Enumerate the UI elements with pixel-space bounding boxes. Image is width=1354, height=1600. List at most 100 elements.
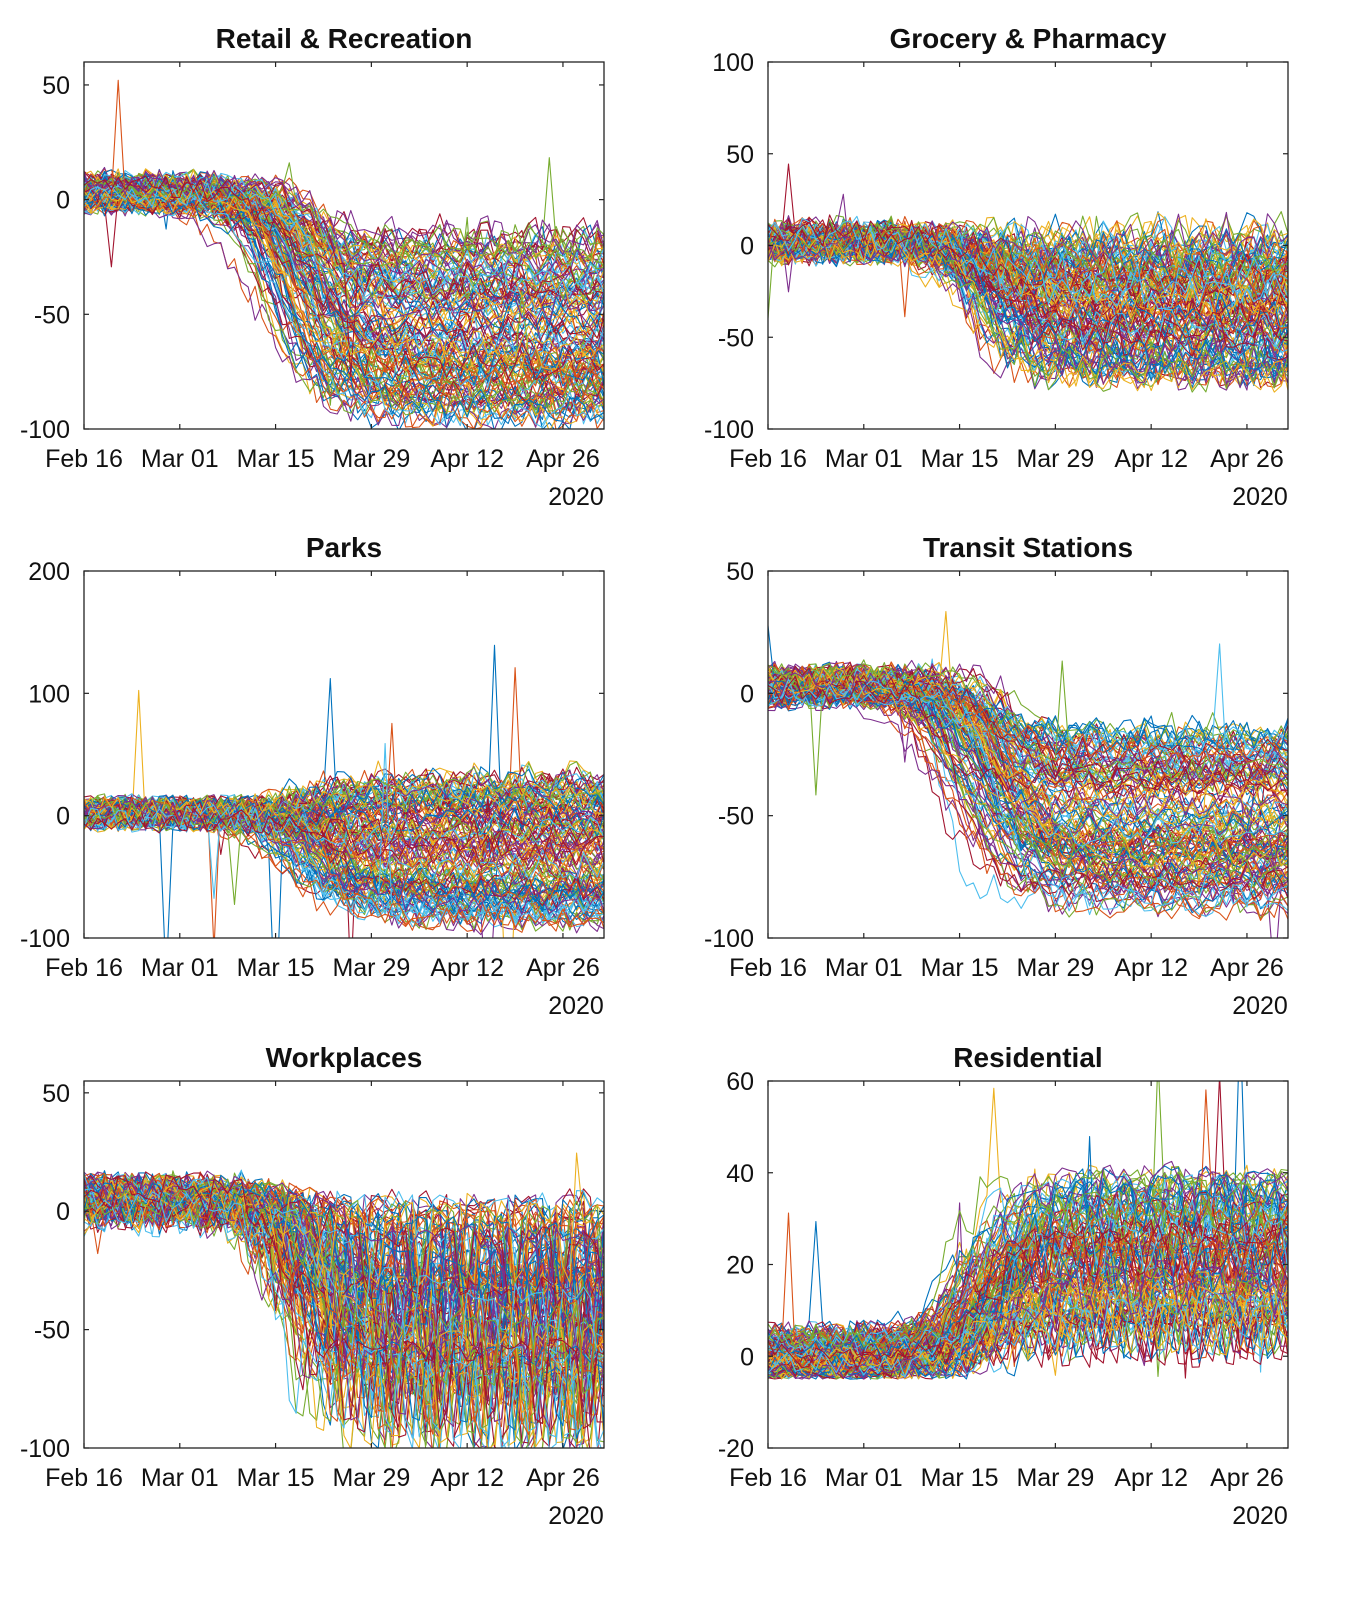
series-line — [768, 1198, 1288, 1349]
series-line — [84, 1184, 604, 1351]
y-tick-label: 0 — [740, 233, 754, 261]
y-tick-label: 200 — [28, 558, 70, 586]
x-tick-label: Apr 12 — [1114, 445, 1188, 473]
series-line — [768, 1292, 1288, 1380]
series-line — [84, 192, 604, 360]
y-tick-label: -100 — [20, 925, 70, 953]
x-year-label: 2020 — [1232, 483, 1288, 511]
series-line — [84, 192, 604, 310]
y-tick-label: 100 — [28, 680, 70, 708]
series-line — [768, 1258, 1288, 1380]
series-line — [768, 1282, 1288, 1368]
series-line — [84, 174, 604, 266]
y-tick-label: 20 — [726, 1252, 754, 1280]
series-line — [768, 229, 1288, 316]
series-line — [768, 1301, 1288, 1378]
series-group — [84, 1152, 604, 1448]
series-line — [768, 1231, 1288, 1360]
x-tick-label: Mar 15 — [237, 445, 315, 473]
y-tick-label: 0 — [740, 680, 754, 708]
series-line — [768, 672, 1288, 827]
axes-box — [83, 61, 605, 430]
x-year-label: 2020 — [548, 483, 604, 511]
series-group — [768, 610, 1288, 938]
y-tick-label: -100 — [20, 416, 70, 444]
series-line — [84, 761, 604, 905]
x-tick-label: Feb 16 — [45, 1464, 123, 1492]
series-line — [768, 683, 1288, 763]
x-tick-label: Mar 01 — [141, 1464, 219, 1492]
series-line — [84, 1190, 604, 1313]
x-tick-label: Apr 12 — [1114, 954, 1188, 982]
series-line — [768, 1291, 1288, 1358]
y-tick-label: -100 — [704, 416, 754, 444]
x-tick-label: Mar 01 — [141, 445, 219, 473]
y-tick-label: 0 — [56, 803, 70, 831]
x-year-label: 2020 — [1232, 992, 1288, 1020]
series-line — [768, 666, 1288, 867]
y-tick-label: 0 — [56, 1198, 70, 1226]
series-line — [84, 804, 604, 845]
series-line — [768, 680, 1288, 758]
x-tick-label: Mar 01 — [141, 954, 219, 982]
series-line — [84, 742, 604, 924]
y-tick-label: -100 — [20, 1435, 70, 1463]
series-line — [84, 176, 604, 363]
x-tick-label: Apr 26 — [1210, 954, 1284, 982]
series-line — [768, 211, 1288, 266]
series-line — [768, 660, 1288, 783]
x-year-label: 2020 — [1232, 1502, 1288, 1530]
series-line — [84, 177, 604, 285]
series-line — [84, 175, 604, 387]
series-line — [768, 683, 1288, 786]
series-line — [84, 1181, 604, 1431]
series-line — [768, 231, 1288, 393]
y-tick-label: 0 — [56, 187, 70, 215]
x-tick-label: Apr 12 — [430, 1464, 504, 1492]
series-line — [84, 803, 604, 903]
series-line — [768, 684, 1288, 885]
series-line — [84, 187, 604, 301]
y-tick-label: -50 — [718, 324, 754, 352]
series-line — [768, 1198, 1288, 1378]
y-tick-label: -20 — [718, 1435, 754, 1463]
y-tick-label: 100 — [712, 49, 754, 77]
x-tick-label: Feb 16 — [729, 954, 807, 982]
x-tick-label: Apr 26 — [526, 1464, 600, 1492]
x-tick-label: Mar 29 — [332, 954, 410, 982]
series-line — [768, 1174, 1288, 1380]
y-tick-label: 40 — [726, 1160, 754, 1188]
series-group — [768, 1081, 1288, 1380]
chart-title: Grocery & Pharmacy — [889, 23, 1166, 54]
series-line — [768, 681, 1288, 847]
series-line — [768, 224, 1288, 295]
x-tick-label: Apr 26 — [526, 954, 600, 982]
chart-title: Residential — [953, 1042, 1102, 1073]
series-line — [768, 193, 1288, 389]
series-line — [768, 222, 1288, 361]
y-tick-label: -100 — [704, 925, 754, 953]
series-line — [84, 1175, 604, 1365]
series-line — [768, 1160, 1288, 1380]
series-group — [84, 644, 604, 938]
x-tick-label: Mar 15 — [237, 1464, 315, 1492]
series-line — [768, 1235, 1288, 1351]
x-year-label: 2020 — [548, 992, 604, 1020]
axes-box — [83, 1080, 605, 1449]
x-tick-label: Mar 29 — [332, 1464, 410, 1492]
x-tick-label: Mar 01 — [825, 445, 903, 473]
series-line — [768, 1221, 1288, 1380]
series-line — [768, 1174, 1288, 1380]
series-line — [768, 229, 1288, 371]
x-tick-label: Mar 15 — [921, 1464, 999, 1492]
series-line — [84, 79, 604, 386]
x-tick-label: Mar 15 — [921, 954, 999, 982]
x-tick-label: Apr 12 — [430, 954, 504, 982]
x-tick-label: Apr 26 — [526, 445, 600, 473]
y-tick-label: 0 — [740, 1343, 754, 1371]
series-line — [768, 218, 1288, 380]
series-line — [768, 214, 1288, 348]
y-tick-label: 60 — [726, 1068, 754, 1096]
x-year-label: 2020 — [548, 1502, 604, 1530]
